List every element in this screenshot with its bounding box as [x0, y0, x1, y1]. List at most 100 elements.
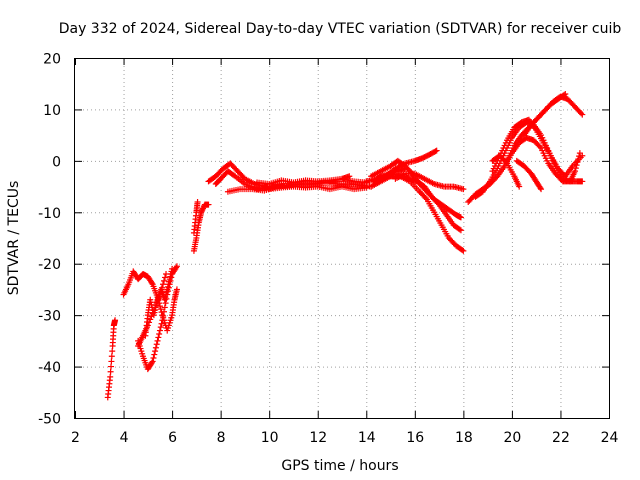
- data-point: [108, 358, 115, 365]
- data-point: [156, 331, 163, 337]
- data-point: [154, 337, 161, 344]
- data-point: [572, 168, 579, 175]
- data-point: [578, 110, 585, 117]
- data-point: [146, 319, 153, 326]
- data-point: [579, 111, 586, 118]
- data-point: [433, 147, 440, 154]
- data-points: [104, 91, 586, 401]
- y-tick-label: -30: [38, 309, 61, 325]
- data-point: [108, 363, 115, 370]
- x-tick-label: 2: [71, 430, 80, 446]
- data-point: [537, 184, 544, 191]
- data-point: [162, 300, 169, 307]
- series-track-26: [513, 157, 545, 193]
- data-point: [169, 265, 176, 272]
- x-tick-label: 18: [455, 430, 473, 446]
- data-point: [163, 271, 170, 277]
- data-point: [112, 317, 119, 324]
- series-track-7: [190, 199, 201, 236]
- data-point: [158, 284, 165, 291]
- series-track-24: [521, 93, 586, 139]
- data-point: [422, 195, 429, 202]
- data-point: [158, 320, 165, 327]
- data-point: [152, 344, 159, 351]
- data-point: [157, 306, 164, 313]
- x-axis-label: GPS time / hours: [281, 458, 398, 474]
- data-point: [148, 280, 155, 286]
- data-point: [156, 303, 163, 310]
- data-point: [108, 353, 115, 360]
- data-point: [147, 316, 154, 323]
- data-point: [149, 310, 156, 317]
- data-point: [157, 288, 164, 295]
- data-point: [457, 227, 464, 234]
- data-point: [346, 173, 353, 180]
- data-point: [579, 152, 586, 159]
- x-tick-label: 22: [552, 430, 570, 446]
- data-point: [155, 334, 162, 341]
- data-point: [153, 341, 160, 348]
- data-point: [460, 247, 467, 254]
- y-tick-label: -10: [38, 206, 61, 222]
- series-track-12: [266, 183, 370, 193]
- data-point: [161, 304, 168, 311]
- x-tick-label: 10: [261, 430, 279, 446]
- series-track-18: [392, 170, 467, 193]
- x-tick-label: 8: [217, 430, 226, 446]
- data-point: [502, 159, 509, 166]
- chart-title: Day 332 of 2024, Sidereal Day-to-day VTE…: [59, 21, 622, 37]
- data-point: [157, 324, 164, 331]
- y-tick-label: -20: [38, 257, 61, 273]
- data-point: [460, 186, 467, 193]
- data-point: [109, 348, 116, 355]
- data-point: [159, 317, 166, 324]
- x-tick-label: 4: [120, 430, 129, 446]
- series-track-1: [104, 317, 119, 401]
- data-point: [173, 286, 180, 293]
- x-tick-label: 12: [309, 430, 327, 446]
- series-track-5: [135, 271, 170, 349]
- data-point: [161, 277, 167, 284]
- data-point: [144, 322, 151, 329]
- x-tick-label: 6: [168, 430, 177, 446]
- y-tick-label: 0: [52, 154, 61, 170]
- y-tick-label: 10: [43, 103, 61, 119]
- x-tick-label: 16: [406, 430, 424, 446]
- data-point: [536, 143, 543, 150]
- series-track-15: [368, 173, 467, 254]
- series-track-13: [326, 173, 353, 185]
- plot-frame: [74, 58, 610, 419]
- data-point: [148, 313, 155, 320]
- x-tick-label: 24: [601, 430, 619, 446]
- x-ticks: 2 4 6 8 10 12 14 16 18 20 22 24: [71, 58, 618, 446]
- data-point: [159, 281, 166, 288]
- data-point: [432, 148, 439, 155]
- data-point: [457, 214, 464, 221]
- data-point: [107, 368, 114, 375]
- data-point: [173, 263, 180, 270]
- data-point: [151, 351, 158, 358]
- series-track-22: [489, 116, 586, 180]
- x-tick-label: 14: [358, 430, 376, 446]
- data-point: [459, 247, 466, 253]
- x-tick-label: 20: [503, 430, 521, 446]
- grid-layer: [75, 58, 609, 418]
- data-point: [579, 178, 586, 185]
- data-point: [160, 313, 167, 319]
- data-point: [516, 183, 523, 190]
- y-axis-label: SDTVAR / TECUs: [6, 181, 22, 296]
- data-point: [156, 327, 163, 334]
- y-tick-label: -50: [38, 412, 61, 428]
- data-point: [173, 264, 180, 271]
- series-track-6: [190, 201, 212, 254]
- data-point: [162, 274, 169, 281]
- data-point: [161, 308, 167, 315]
- data-point: [107, 373, 114, 380]
- data-point: [456, 226, 463, 233]
- data-point: [149, 358, 156, 365]
- data-point: [150, 355, 157, 361]
- y-tick-label: 20: [43, 52, 61, 68]
- data-point: [402, 165, 409, 172]
- data-point: [150, 307, 157, 314]
